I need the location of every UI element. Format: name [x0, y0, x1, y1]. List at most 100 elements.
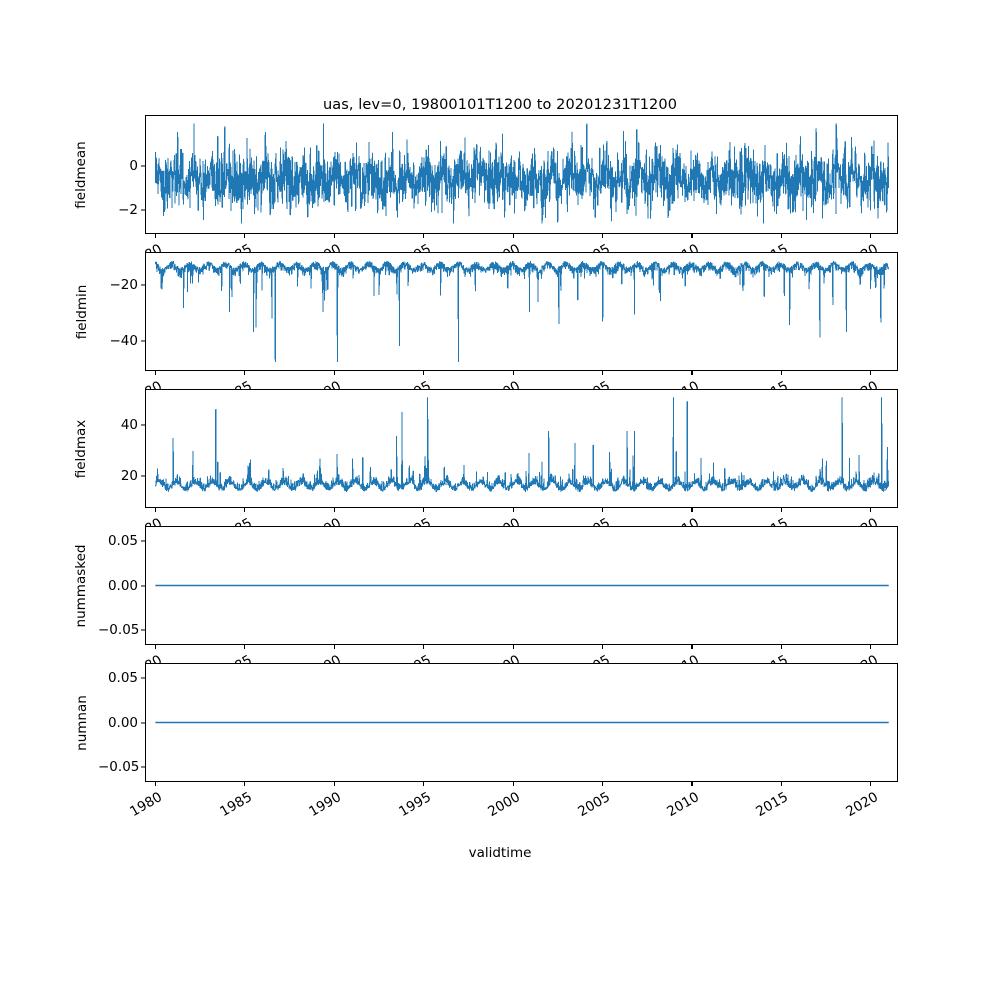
xtick-label-band-4: 1980 1985 1990 1995 2000 2005 2010 2015 2020 — [0, 787, 1000, 847]
xtick-label-2010: 2010 — [656, 652, 702, 663]
ytick-label-nummasked: 0.05 — [107, 533, 138, 550]
ytick-label-numnan: 0.05 — [107, 670, 138, 687]
series-numnan — [154, 721, 890, 724]
ytick-mark — [141, 165, 145, 167]
xtick-mark — [602, 371, 604, 375]
xtick-label-1990: 1990 — [306, 789, 345, 821]
xtick-label-2005: 2005 — [566, 515, 613, 526]
xtick-label-2020: 2020 — [835, 378, 881, 389]
series-fieldmean — [154, 123, 890, 224]
ylabel-numnan: numnan — [74, 695, 90, 751]
xtick-label-band-2: 1980 1985 1990 1995 2000 2005 2010 2015 2020 — [0, 513, 1000, 526]
ytick-label-fieldmax: 20 — [120, 468, 138, 485]
xtick-label-1995: 1995 — [388, 515, 434, 526]
xtick-label-1995: 1995 — [395, 789, 434, 821]
figure-title: uas, lev=0, 19800101T1200 to 20201231T12… — [322, 97, 678, 113]
xtick-label-2005: 2005 — [566, 378, 613, 389]
ytick-mark — [141, 340, 145, 342]
xtick-mark — [244, 782, 246, 786]
xtick-label-2020: 2020 — [835, 515, 881, 526]
subplot-numnan — [145, 663, 898, 782]
xtick-mark — [780, 508, 782, 512]
xtick-mark — [691, 234, 693, 238]
xtick-mark — [333, 371, 335, 375]
xtick-mark — [154, 782, 156, 786]
ytick-label-numnan: 0.00 — [107, 714, 138, 731]
ytick-mark — [141, 721, 145, 724]
series-fieldmin — [154, 260, 889, 363]
xtick-label-2010: 2010 — [656, 241, 702, 252]
xtick-mark — [333, 234, 335, 238]
xtick-mark — [423, 508, 425, 512]
xtick-mark — [154, 508, 156, 512]
xtick-label-2005: 2005 — [574, 789, 613, 821]
xtick-label-2000: 2000 — [477, 378, 523, 389]
xtick-label-1980: 1980 — [119, 378, 166, 389]
ytick-mark — [141, 766, 145, 768]
ytick-label-numnan: −0.05 — [98, 758, 140, 775]
series-fieldmax — [154, 397, 890, 493]
xtick-mark — [691, 508, 693, 512]
xtick-mark — [244, 234, 246, 238]
xtick-label-2000: 2000 — [477, 652, 523, 663]
xtick-label-1985: 1985 — [209, 515, 255, 526]
ytick-label-nummasked: 0.00 — [107, 577, 138, 594]
xtick-label-band-1: 1980 1985 1990 1995 2000 2005 2010 2015 2020 — [0, 376, 1000, 389]
xtick-mark — [780, 234, 782, 238]
ytick-label-fieldmean: −2 — [118, 201, 138, 218]
xtick-mark — [602, 508, 604, 512]
xtick-mark — [512, 371, 514, 375]
xtick-mark — [512, 508, 514, 512]
xtick-mark — [691, 371, 693, 375]
xtick-label-1980: 1980 — [127, 789, 166, 821]
xtick-mark — [780, 645, 782, 649]
subplot-fieldmin — [145, 252, 898, 371]
subplot-fieldmax — [145, 389, 898, 508]
ytick-mark — [141, 424, 145, 426]
xtick-label-2000: 2000 — [477, 515, 523, 526]
xtick-mark — [423, 782, 425, 786]
xtick-label-2010: 2010 — [656, 378, 702, 389]
xtick-mark — [691, 782, 693, 786]
xtick-mark — [423, 645, 425, 649]
series-nummasked — [154, 584, 890, 587]
ytick-mark — [141, 284, 145, 286]
xtick-mark — [154, 234, 156, 238]
xtick-mark — [333, 508, 335, 512]
xtick-label-2000: 2000 — [485, 789, 524, 821]
xtick-mark — [154, 645, 156, 649]
xtick-mark — [512, 782, 514, 786]
ytick-mark — [141, 677, 145, 679]
xlabel-validtime: validtime — [468, 845, 532, 861]
ytick-label-fieldmean: 0 — [129, 157, 138, 174]
xtick-mark — [244, 371, 246, 375]
xtick-label-1990: 1990 — [298, 241, 344, 252]
xtick-label-2010: 2010 — [656, 515, 702, 526]
xtick-label-2005: 2005 — [566, 241, 613, 252]
xtick-mark — [870, 645, 872, 649]
ytick-mark — [141, 629, 145, 631]
subplot-nummasked — [145, 526, 898, 645]
xtick-mark — [602, 645, 604, 649]
xtick-mark — [870, 782, 872, 786]
ytick-mark — [141, 584, 145, 587]
xtick-label-2020: 2020 — [835, 652, 881, 663]
xtick-label-2020: 2020 — [835, 241, 881, 252]
xtick-mark — [512, 645, 514, 649]
xtick-mark — [423, 234, 425, 238]
xtick-label-2015: 2015 — [753, 789, 792, 821]
xtick-mark — [870, 371, 872, 375]
xtick-label-1985: 1985 — [209, 378, 255, 389]
xtick-label-2015: 2015 — [745, 378, 792, 389]
xtick-mark — [602, 782, 604, 786]
xtick-label-1985: 1985 — [209, 652, 255, 663]
xtick-label-1985: 1985 — [217, 789, 255, 821]
xtick-label-band-0: 1980 1985 1990 1995 2000 2005 2010 2015 2020 — [0, 239, 1000, 252]
xtick-label-2020: 2020 — [843, 789, 881, 821]
ytick-mark — [141, 540, 145, 542]
xtick-label-2000: 2000 — [477, 241, 523, 252]
ytick-mark — [141, 475, 145, 477]
ytick-label-fieldmax: 40 — [120, 416, 138, 433]
xtick-label-2010: 2010 — [664, 789, 702, 821]
xtick-mark — [333, 645, 335, 649]
